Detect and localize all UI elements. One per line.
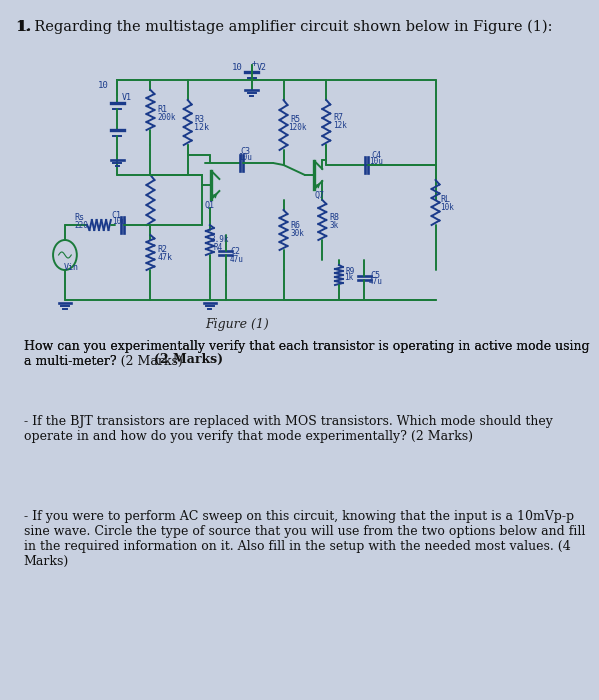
- Text: 12k: 12k: [334, 122, 347, 130]
- Text: How can you experimentally verify that each transistor is operating in active mo: How can you experimentally verify that e…: [24, 340, 589, 368]
- Text: 10: 10: [98, 81, 108, 90]
- Text: Vin: Vin: [63, 263, 79, 272]
- Text: C1: C1: [111, 211, 122, 220]
- Text: R7: R7: [333, 113, 343, 122]
- Text: V1: V1: [122, 94, 132, 102]
- Text: C3: C3: [240, 146, 250, 155]
- Text: Rs: Rs: [74, 214, 84, 223]
- Text: 200k: 200k: [157, 113, 176, 122]
- Text: Q1: Q1: [205, 200, 215, 209]
- Text: C4: C4: [371, 150, 381, 160]
- Text: 12k: 12k: [195, 123, 210, 132]
- Text: V2: V2: [256, 64, 267, 73]
- Text: 10k: 10k: [440, 204, 453, 213]
- Text: 3.9k: 3.9k: [210, 235, 229, 244]
- Text: 220: 220: [75, 221, 89, 230]
- Text: 1. Regarding the multistage amplifier circuit shown below in Figure (1):: 1. Regarding the multistage amplifier ci…: [16, 20, 552, 34]
- Text: 10u: 10u: [369, 158, 383, 167]
- Text: Figure (1): Figure (1): [205, 318, 269, 331]
- Text: 3k: 3k: [329, 220, 339, 230]
- Text: 10u: 10u: [238, 153, 252, 162]
- Text: Q7: Q7: [314, 190, 324, 199]
- Text: C5: C5: [370, 270, 380, 279]
- Text: 10u: 10u: [112, 218, 126, 227]
- Text: R6: R6: [291, 220, 300, 230]
- Text: R3: R3: [195, 116, 205, 125]
- Text: - If you were to perform AC sweep on this circuit, knowing that the input is a 1: - If you were to perform AC sweep on thi…: [24, 510, 585, 568]
- Text: R4: R4: [213, 244, 222, 253]
- Text: R5: R5: [291, 116, 300, 125]
- Text: 47k: 47k: [157, 253, 173, 262]
- Text: 10: 10: [232, 64, 243, 73]
- Text: 120k: 120k: [289, 123, 307, 132]
- Text: RL: RL: [440, 195, 450, 204]
- Text: 1.: 1.: [16, 20, 31, 34]
- Text: - If the BJT transistors are replaced with MOS transistors. Which mode should th: - If the BJT transistors are replaced wi…: [24, 415, 553, 443]
- Text: R9: R9: [346, 267, 355, 276]
- Text: 47u: 47u: [368, 277, 382, 286]
- Text: +: +: [252, 60, 257, 69]
- Text: (2 Marks): (2 Marks): [155, 353, 223, 366]
- Text: R8: R8: [329, 214, 339, 223]
- Text: 47u: 47u: [230, 255, 244, 263]
- Text: How can you experimentally verify that each transistor is operating in active mo: How can you experimentally verify that e…: [24, 340, 589, 368]
- Text: 1k: 1k: [344, 274, 353, 283]
- Text: R2: R2: [158, 246, 167, 255]
- Text: R1: R1: [158, 106, 167, 115]
- Text: C2: C2: [230, 248, 240, 256]
- Text: 30k: 30k: [291, 228, 305, 237]
